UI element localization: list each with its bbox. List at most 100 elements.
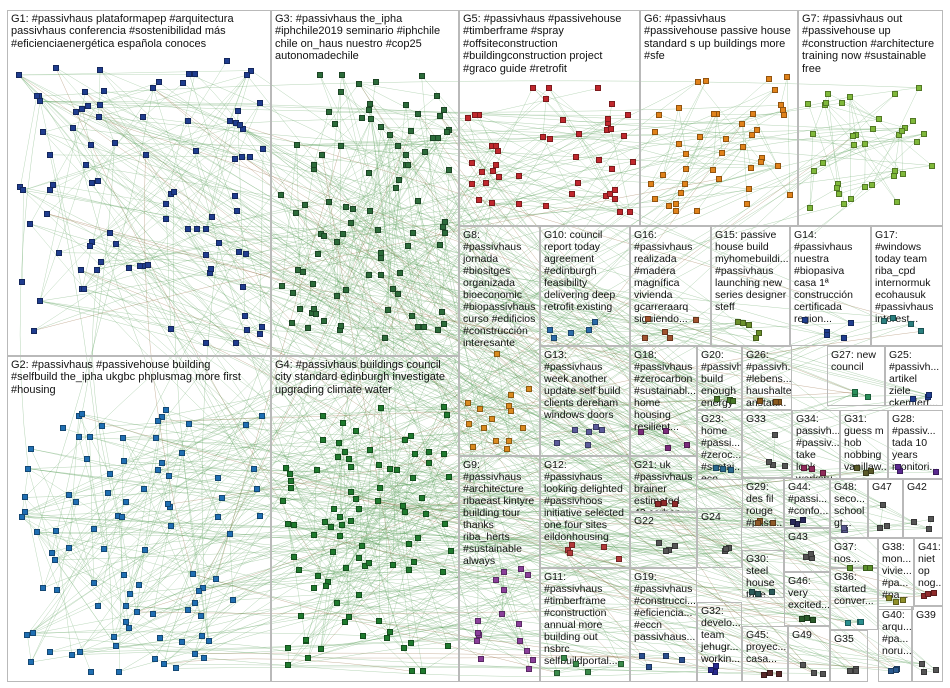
network-node[interactable]	[285, 521, 292, 528]
network-node[interactable]	[158, 413, 165, 420]
network-node[interactable]	[858, 618, 865, 625]
network-node[interactable]	[606, 191, 613, 198]
network-node[interactable]	[137, 262, 144, 269]
network-node[interactable]	[127, 590, 134, 597]
network-node[interactable]	[758, 158, 765, 165]
network-node[interactable]	[404, 243, 411, 250]
network-node[interactable]	[316, 71, 323, 78]
network-node[interactable]	[865, 393, 871, 400]
network-node[interactable]	[313, 466, 320, 473]
network-node[interactable]	[666, 334, 673, 341]
network-node[interactable]	[694, 207, 701, 214]
network-node[interactable]	[259, 324, 266, 331]
network-node[interactable]	[47, 648, 54, 655]
network-node[interactable]	[917, 328, 924, 335]
network-node[interactable]	[846, 668, 853, 675]
network-node[interactable]	[241, 313, 248, 320]
network-node[interactable]	[297, 306, 304, 313]
network-node[interactable]	[932, 469, 939, 476]
network-node[interactable]	[568, 191, 575, 198]
network-node[interactable]	[468, 181, 475, 188]
network-node[interactable]	[40, 129, 47, 136]
network-node[interactable]	[240, 126, 247, 133]
network-node[interactable]	[119, 513, 126, 520]
network-node[interactable]	[96, 101, 103, 108]
network-node[interactable]	[30, 327, 37, 334]
network-node[interactable]	[436, 242, 443, 249]
network-node[interactable]	[231, 192, 238, 199]
network-node[interactable]	[573, 153, 580, 160]
network-node[interactable]	[396, 176, 403, 183]
network-node[interactable]	[418, 494, 425, 501]
network-node[interactable]	[303, 637, 310, 643]
network-node[interactable]	[205, 637, 212, 644]
network-node[interactable]	[365, 170, 372, 177]
network-node[interactable]	[126, 625, 133, 632]
network-node[interactable]	[500, 568, 507, 575]
network-node[interactable]	[257, 513, 264, 520]
network-node[interactable]	[488, 416, 495, 423]
network-node[interactable]	[155, 418, 162, 425]
network-node[interactable]	[248, 67, 255, 74]
network-node[interactable]	[926, 525, 933, 532]
network-node[interactable]	[321, 519, 328, 526]
network-node[interactable]	[321, 318, 328, 325]
network-node[interactable]	[752, 334, 759, 341]
network-node[interactable]	[341, 448, 348, 455]
network-node[interactable]	[645, 316, 651, 323]
network-node[interactable]	[84, 456, 91, 463]
network-node[interactable]	[444, 411, 451, 418]
network-node[interactable]	[155, 466, 162, 473]
network-node[interactable]	[445, 642, 452, 649]
network-node[interactable]	[473, 638, 480, 645]
network-node[interactable]	[375, 462, 382, 469]
network-node[interactable]	[810, 617, 817, 624]
network-node[interactable]	[352, 496, 359, 503]
network-node[interactable]	[69, 125, 76, 131]
network-node[interactable]	[707, 666, 714, 673]
network-node[interactable]	[595, 85, 602, 92]
network-node[interactable]	[60, 425, 67, 432]
network-node[interactable]	[257, 100, 263, 107]
network-node[interactable]	[854, 465, 861, 472]
network-node[interactable]	[191, 650, 198, 657]
network-node[interactable]	[894, 199, 900, 206]
network-node[interactable]	[710, 111, 717, 118]
network-node[interactable]	[740, 319, 747, 326]
network-node[interactable]	[47, 186, 53, 193]
network-node[interactable]	[672, 500, 679, 507]
network-node[interactable]	[433, 93, 440, 100]
network-node[interactable]	[246, 153, 253, 160]
network-node[interactable]	[189, 571, 196, 578]
network-node[interactable]	[48, 549, 55, 556]
network-node[interactable]	[194, 225, 201, 232]
network-node[interactable]	[153, 435, 160, 442]
network-node[interactable]	[79, 105, 86, 112]
network-node[interactable]	[366, 271, 372, 278]
network-node[interactable]	[892, 91, 899, 98]
network-node[interactable]	[893, 666, 900, 673]
network-node[interactable]	[847, 565, 854, 572]
network-node[interactable]	[15, 71, 22, 78]
network-node[interactable]	[333, 293, 340, 300]
network-node[interactable]	[545, 84, 552, 91]
network-node[interactable]	[576, 130, 583, 137]
network-node[interactable]	[104, 490, 111, 497]
network-node[interactable]	[483, 180, 490, 187]
network-node[interactable]	[90, 525, 97, 532]
network-node[interactable]	[378, 271, 385, 278]
network-node[interactable]	[356, 80, 363, 87]
network-node[interactable]	[869, 181, 876, 188]
network-node[interactable]	[142, 152, 149, 159]
network-node[interactable]	[637, 428, 644, 435]
network-node[interactable]	[585, 429, 592, 436]
network-node[interactable]	[95, 113, 102, 120]
network-node[interactable]	[924, 591, 931, 598]
network-node[interactable]	[358, 542, 365, 549]
network-node[interactable]	[841, 334, 848, 341]
network-node[interactable]	[389, 561, 396, 568]
network-node[interactable]	[215, 514, 222, 521]
network-node[interactable]	[160, 660, 167, 667]
network-node[interactable]	[179, 639, 186, 646]
network-node[interactable]	[355, 506, 362, 513]
